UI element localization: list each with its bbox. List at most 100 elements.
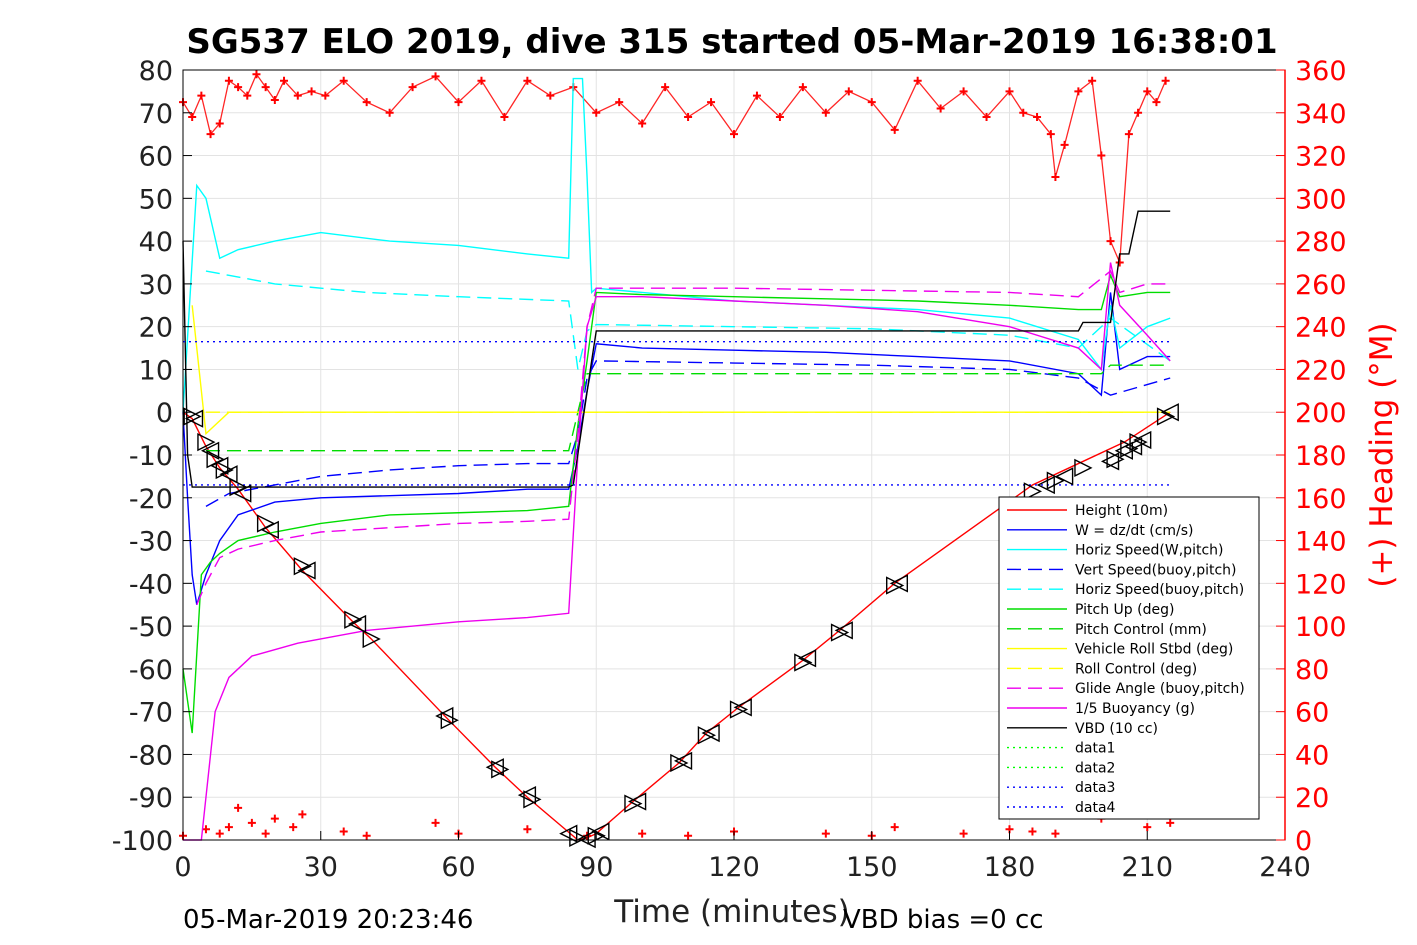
y2-tick-label: 360: [1295, 56, 1347, 87]
y-tick-label: 80: [139, 56, 173, 87]
heading-marker-low: [890, 823, 899, 832]
triangle-marker: [1046, 471, 1065, 490]
heading-marker-low: [523, 825, 532, 834]
y2-tick-label: 180: [1295, 441, 1347, 472]
triangle-marker: [569, 828, 588, 847]
triangle-marker: [523, 790, 542, 809]
y2-tick-label: 320: [1295, 142, 1347, 173]
triangle-marker: [233, 484, 252, 503]
y-tick-label: -100: [112, 826, 173, 857]
heading-marker-low: [431, 818, 440, 827]
heading-marker: [1134, 108, 1143, 117]
y-tick-label: -60: [129, 655, 173, 686]
triangle-marker: [1123, 437, 1143, 456]
heading-marker: [523, 76, 532, 85]
legend-label: Roll Control (deg): [1075, 661, 1197, 677]
heading-marker-low: [261, 829, 270, 838]
heading-marker: [197, 91, 206, 100]
heading-marker: [1161, 76, 1170, 85]
heading-marker: [224, 76, 233, 85]
heading-marker: [307, 87, 316, 96]
legend-label: Horiz Speed(buoy,pitch): [1075, 582, 1244, 598]
y-tick-label: 30: [139, 270, 173, 301]
legend-label: data1: [1075, 741, 1115, 757]
heading-marker: [1005, 87, 1014, 96]
heading-marker: [188, 113, 197, 122]
heading-marker-low: [339, 827, 348, 836]
series-line-10: [183, 262, 1171, 841]
heading-marker: [1106, 237, 1115, 246]
triangle-marker: [1160, 403, 1179, 422]
y-tick-label: 10: [139, 355, 173, 386]
y2-tick-label: 280: [1295, 227, 1347, 258]
plot-area: [179, 70, 1179, 849]
y2-tick-label: 240: [1295, 313, 1347, 344]
triangle-marker: [200, 441, 220, 460]
heading-marker-low: [638, 829, 647, 838]
heading-marker: [959, 87, 968, 96]
triangle-marker: [1133, 430, 1152, 450]
heading-marker: [775, 113, 784, 122]
legend-box: [998, 496, 1260, 820]
x-tick-label: 240: [1259, 852, 1311, 883]
heading-marker-low: [1166, 818, 1175, 827]
triangle-marker: [797, 649, 817, 668]
legend-label: data3: [1075, 780, 1115, 796]
heading-marker: [913, 76, 922, 85]
y-tick-label: 50: [139, 184, 173, 215]
heading-marker: [1097, 151, 1106, 160]
triangle-marker: [344, 610, 363, 629]
y-tick-label: -90: [129, 783, 173, 814]
heading-marker: [1051, 172, 1060, 181]
heading-marker: [215, 119, 224, 128]
y-tick-label: -80: [129, 740, 173, 771]
triangle-marker: [1156, 407, 1176, 426]
heading-marker: [730, 130, 738, 139]
triangle-marker: [440, 711, 459, 730]
heading-marker: [982, 113, 991, 122]
legend-label: Glide Angle (buoy,pitch): [1075, 681, 1245, 697]
heading-marker: [270, 95, 279, 104]
legend-label: Horiz Speed(W,pitch): [1075, 543, 1223, 559]
heading-marker: [592, 108, 601, 117]
heading-marker: [243, 91, 252, 100]
x-tick-label: 210: [1121, 852, 1173, 883]
y-tick-label: -70: [129, 698, 173, 729]
y2-tick-label: 80: [1295, 655, 1329, 686]
y-tick-label: -20: [129, 484, 173, 515]
triangle-marker: [215, 460, 234, 480]
triangle-marker: [219, 465, 238, 484]
y2-tick-label: 220: [1295, 355, 1347, 386]
heading-marker: [1088, 76, 1097, 85]
heading-marker-low: [289, 823, 298, 832]
heading-marker-low: [234, 803, 243, 812]
triangle-marker: [183, 407, 202, 426]
heading-line: [182, 72, 1167, 263]
footer-timestamp: 05-Mar-2019 20:23:46: [183, 905, 473, 935]
triangle-marker: [210, 456, 229, 475]
chart-title: SG537 ELO 2019, dive 315 started 05-Mar-…: [186, 22, 1277, 62]
heading-marker-low: [224, 823, 233, 832]
heading-marker: [798, 83, 807, 92]
heading-marker: [1152, 98, 1161, 107]
heading-marker: [707, 98, 716, 107]
triangle-marker: [293, 557, 312, 576]
legend-label: W = dz/dt (cm/s): [1075, 523, 1194, 539]
y-tick-label: -50: [129, 612, 173, 643]
heading-marker: [752, 91, 761, 100]
heading-marker: [261, 83, 270, 92]
axes: 0 30 60 90 120 150 180 210 24080706050403020100-…: [112, 56, 1347, 883]
triangle-marker: [491, 760, 510, 779]
triangle-marker: [577, 830, 596, 849]
y-tick-label: 60: [139, 142, 173, 173]
x-axis-label: Time (minutes): [613, 894, 849, 930]
heading-marker: [1074, 87, 1083, 96]
y2-tick-label: 100: [1295, 612, 1347, 643]
heading-marker: [293, 91, 302, 100]
heading-marker: [280, 76, 289, 85]
heading-marker-low: [247, 818, 256, 827]
triangle-marker: [889, 574, 908, 593]
heading-marker-low: [362, 831, 371, 840]
triangle-marker: [362, 629, 381, 649]
y2-tick-label: 260: [1295, 270, 1347, 301]
